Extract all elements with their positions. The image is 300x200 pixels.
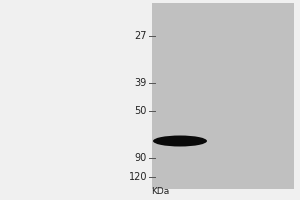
Text: 120: 120 (128, 172, 147, 182)
Text: 39: 39 (135, 78, 147, 88)
Text: 50: 50 (135, 106, 147, 116)
FancyBboxPatch shape (152, 3, 294, 189)
Text: 90: 90 (135, 153, 147, 163)
Text: 27: 27 (134, 31, 147, 41)
Text: KDa: KDa (152, 188, 170, 196)
Ellipse shape (153, 136, 207, 146)
